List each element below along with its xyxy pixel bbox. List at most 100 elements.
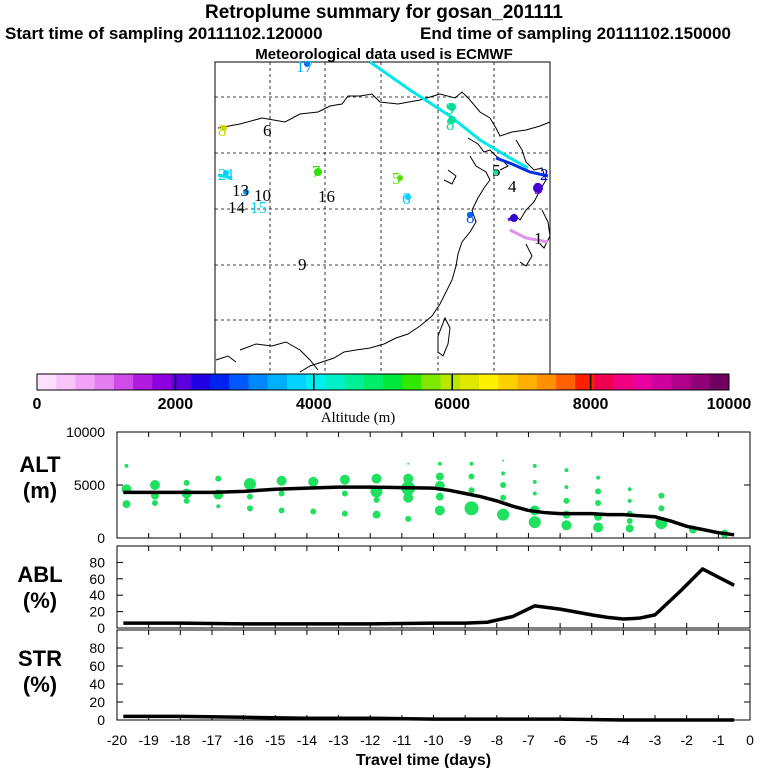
colorbar-swatch [325, 374, 345, 390]
map-label: 2 [540, 165, 549, 184]
colorbar-swatch [421, 374, 441, 390]
x-tick-label: -20 [107, 732, 127, 748]
altitude-point [215, 475, 222, 482]
colorbar-swatch [229, 374, 249, 390]
altitude-point [243, 477, 256, 490]
altitude-point [627, 498, 632, 503]
x-tick-label: -12 [360, 732, 380, 748]
y-tick-label: 20 [89, 694, 105, 710]
altitude-point [149, 480, 160, 490]
panel-alt: ALT(m) 10000 5000 0 [19, 424, 751, 546]
colorbar-swatch [210, 374, 230, 390]
colorbar-swatch [671, 374, 691, 390]
x-axis-label: Travel time (days) [356, 752, 491, 768]
colorbar-axis-label: Altitude (m) [321, 410, 396, 426]
map-label: 4 [508, 177, 517, 196]
chart-title: Retroplume summary for gosan_201111 [205, 2, 563, 23]
colorbar-tick-label: 10000 [707, 396, 752, 413]
y-tick-label: 0 [97, 620, 105, 636]
series-line-abl [123, 567, 735, 626]
colorbar-swatch [113, 374, 134, 390]
colorbar-tick-label: 2000 [158, 396, 194, 413]
colorbar-swatch [383, 374, 403, 390]
map-label: 17 [296, 57, 314, 76]
altitude-point [371, 473, 382, 484]
start-time-label: Start time of sampling 20111102.120000 [5, 24, 323, 43]
colorbar-swatch [575, 374, 595, 390]
altitude-point [625, 524, 634, 533]
altitude-point [435, 472, 444, 481]
y-tick-label: 5000 [74, 477, 105, 493]
colorbar-swatch [459, 374, 480, 390]
map-frame [214, 61, 551, 375]
altitude-point [500, 494, 507, 501]
map-label: 10 [254, 186, 271, 205]
altitude-point [595, 500, 602, 507]
y-tick-label: 80 [89, 640, 105, 656]
colorbar-swatch [517, 374, 538, 390]
altitude-point [469, 461, 474, 466]
altitude-point [627, 487, 632, 492]
map-label: 15 [250, 198, 267, 217]
x-tick-label: -4 [617, 732, 630, 748]
altitude-point [658, 505, 665, 512]
map-label: 9 [298, 255, 307, 274]
x-tick-label: -13 [328, 732, 348, 748]
altitude-point [532, 463, 537, 468]
altitude-point [502, 459, 505, 462]
map-label: 13 [232, 181, 249, 200]
map-label: 14 [228, 198, 246, 217]
map-label: 1 [534, 229, 543, 248]
colorbar-swatch [536, 374, 557, 390]
panel-title: ABL [17, 562, 62, 587]
series-line-alt [123, 485, 735, 537]
colorbar-swatch [133, 374, 153, 390]
altitude-point [658, 492, 665, 499]
altitude-point [532, 479, 537, 484]
map-label: 8 [218, 121, 227, 140]
colorbar-swatch [479, 374, 499, 390]
colorbar-swatch [306, 374, 326, 390]
altitude-point [434, 505, 445, 516]
map-label: 6 [263, 121, 272, 140]
x-tick-label: -6 [554, 732, 567, 748]
colorbar-swatch [556, 374, 576, 390]
y-tick-label: 40 [89, 587, 105, 603]
colorbar-swatch [190, 374, 211, 390]
altitude-point [596, 475, 601, 480]
altitude-point [532, 491, 537, 496]
altitude-point [341, 510, 348, 517]
altitude-point [595, 488, 602, 495]
x-tick-label: -8 [491, 732, 504, 748]
map-label: 6 [402, 189, 411, 208]
altitude-point [563, 497, 570, 504]
panel-frame [116, 431, 751, 539]
colorbar-swatch [498, 374, 518, 390]
colorbar-swatch [402, 374, 422, 390]
map-label: 16 [318, 187, 335, 206]
colorbar-swatch [56, 374, 76, 390]
y-tick-label: 0 [97, 712, 105, 728]
altitude-point [278, 490, 285, 497]
colorbar-swatch [363, 374, 384, 390]
series-line-str [123, 714, 735, 722]
altitude-point [405, 515, 412, 522]
y-tick-label: 10000 [66, 424, 105, 440]
colorbar-tick-label: 4000 [296, 396, 332, 413]
panel-unit: (%) [23, 672, 57, 697]
x-tick-label: -15 [265, 732, 285, 748]
altitude-point [122, 500, 131, 509]
met-data-label: Meteorological data used is ECMWF [255, 46, 513, 63]
colorbar-swatch [632, 374, 653, 390]
altitude-point [276, 475, 287, 486]
map-label: 5 [392, 169, 401, 188]
altitude-point [372, 510, 381, 519]
y-tick-label: 0 [97, 530, 105, 546]
x-tick-label: -18 [170, 732, 190, 748]
panel-unit: (%) [23, 588, 57, 613]
coastlines [215, 91, 551, 373]
y-tick-label: 80 [89, 554, 105, 570]
